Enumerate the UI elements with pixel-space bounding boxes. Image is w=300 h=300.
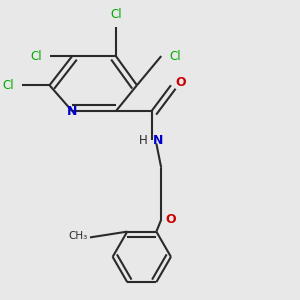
Text: Cl: Cl: [30, 50, 42, 63]
Text: H: H: [139, 134, 148, 147]
Text: N: N: [67, 105, 77, 118]
Text: Cl: Cl: [3, 79, 14, 92]
Text: N: N: [153, 134, 163, 147]
Text: O: O: [166, 213, 176, 226]
Text: Cl: Cl: [169, 50, 181, 63]
Text: Cl: Cl: [110, 8, 122, 21]
Text: CH₃: CH₃: [68, 231, 87, 241]
Text: O: O: [175, 76, 186, 89]
